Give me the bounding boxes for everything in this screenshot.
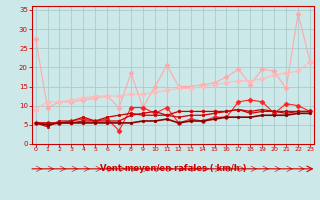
X-axis label: Vent moyen/en rafales ( km/h ): Vent moyen/en rafales ( km/h ): [100, 164, 246, 173]
